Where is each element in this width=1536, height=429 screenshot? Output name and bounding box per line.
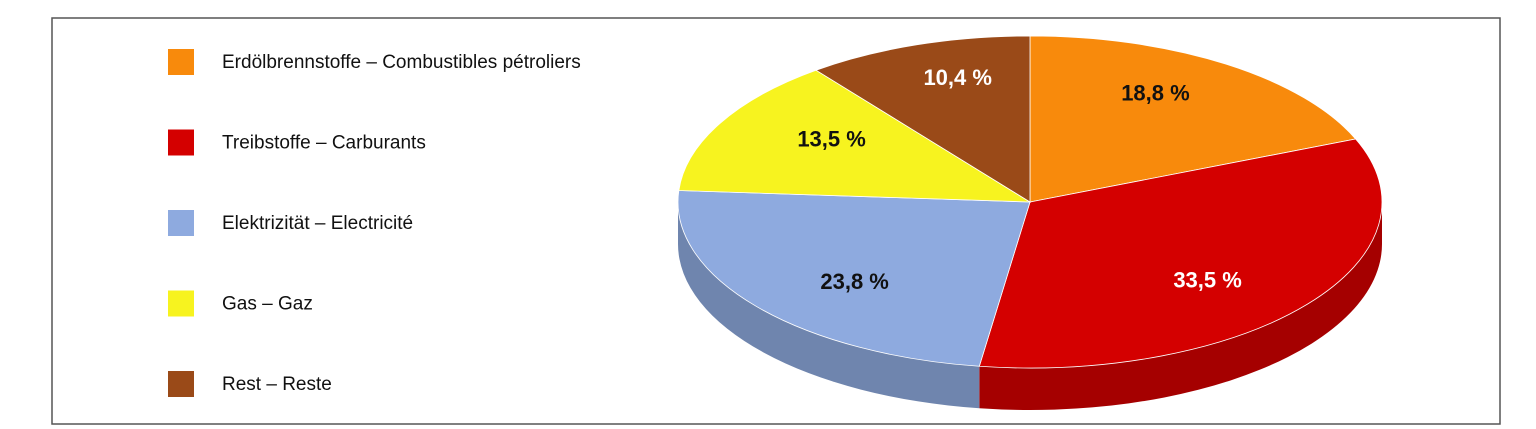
- slice: [677, 190, 1031, 367]
- data-label: 18,8 %: [1121, 80, 1190, 105]
- slice: [1029, 35, 1357, 203]
- legend-label: Rest – Reste: [222, 374, 332, 395]
- legend-label: Elektrizität – Electricité: [222, 213, 413, 234]
- slice: [978, 138, 1383, 369]
- data-label: 13,5 %: [797, 127, 866, 152]
- legend-swatch: [168, 49, 194, 75]
- legend-label: Treibstoffe – Carburants: [222, 133, 426, 154]
- slice: [678, 69, 1032, 203]
- data-label: 23,8 %: [820, 269, 889, 294]
- legend-label: Gas – Gaz: [222, 294, 313, 315]
- data-label: 33,5 %: [1173, 267, 1242, 292]
- legend-label: Erdölbrennstoffe – Combustibles pétrolie…: [222, 52, 581, 73]
- data-label: 10,4 %: [923, 65, 992, 90]
- legend-swatch: [168, 290, 194, 317]
- slice-side: [979, 202, 1382, 410]
- slice-side: [678, 202, 980, 409]
- legend-swatch: [168, 210, 194, 236]
- legend-swatch: [168, 129, 194, 156]
- legend-swatch: [168, 371, 194, 397]
- slice: [815, 35, 1031, 203]
